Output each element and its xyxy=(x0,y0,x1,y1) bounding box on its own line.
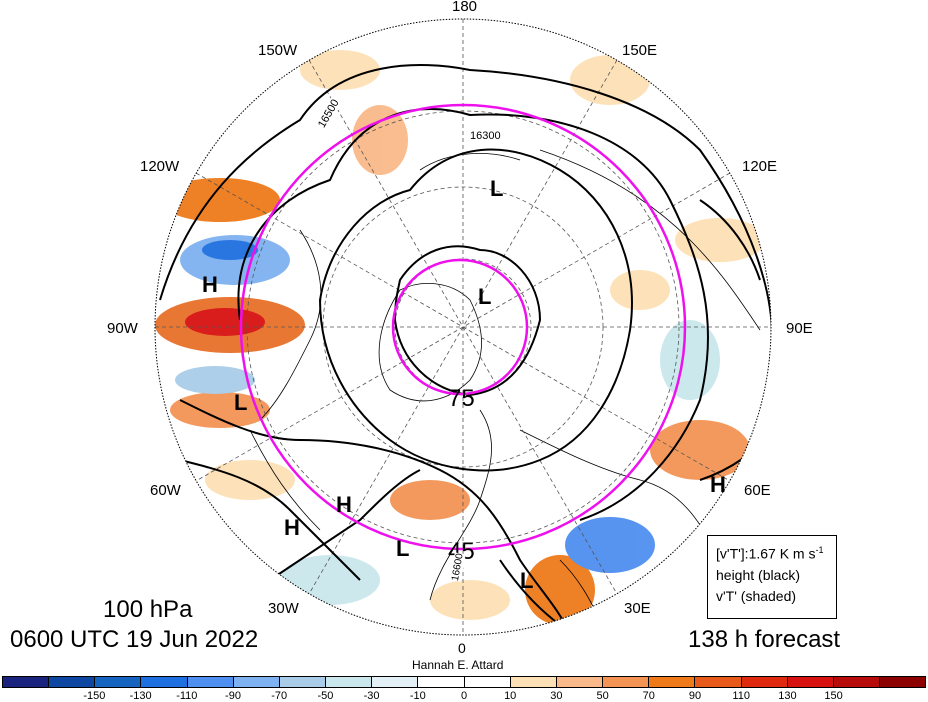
colorbar-swatch xyxy=(741,677,788,687)
colorbar-swatch xyxy=(418,677,465,687)
colorbar-tick-label: 30 xyxy=(550,690,563,702)
graticule xyxy=(155,19,771,635)
valid-time-title: 0600 UTC 19 Jun 2022 xyxy=(10,626,259,653)
ring-45 xyxy=(239,103,687,551)
pressure-level-title: 100 hPa xyxy=(103,596,193,623)
colorbar-swatch xyxy=(326,677,373,687)
colorbar-tick-label: 50 xyxy=(596,690,609,702)
pressure-center-5: H xyxy=(336,492,352,517)
vt-shading xyxy=(155,50,765,625)
lon-label-60w: 60W xyxy=(150,482,181,499)
colorbar-tick-label: -30 xyxy=(363,690,380,702)
height-contours xyxy=(159,64,771,635)
pressure-center-6: L xyxy=(396,536,410,561)
lon-label-120e: 120E xyxy=(742,158,778,175)
colorbar-swatch xyxy=(649,677,696,687)
lon-label-150e: 150E xyxy=(622,42,658,59)
forecast-hour-title: 138 h forecast xyxy=(688,626,841,653)
colorbar-swatch xyxy=(695,677,742,687)
colorbar-tick-label: -50 xyxy=(317,690,334,702)
colorbar-tick-label: -10 xyxy=(409,690,426,702)
colorbar-tick-label: 70 xyxy=(642,690,655,702)
pressure-center-7: L xyxy=(520,568,534,593)
colorbar-swatch xyxy=(233,677,280,687)
colorbar xyxy=(2,676,926,688)
lon-label-30w: 30W xyxy=(268,600,299,617)
lat-label-75: 75 xyxy=(448,385,475,412)
colorbar-swatch xyxy=(279,677,327,687)
colorbar-swatch xyxy=(141,677,188,687)
pressure-center-8: L xyxy=(234,390,248,415)
latitude-rings xyxy=(239,103,687,551)
lon-label-60e: 60E xyxy=(744,482,771,499)
colorbar-tick-label: 110 xyxy=(732,690,750,702)
colorbar-swatch xyxy=(3,677,50,687)
colorbar-swatch xyxy=(833,677,880,687)
lon-label-120w: 120W xyxy=(140,158,180,175)
colorbar-swatch xyxy=(95,677,142,687)
map-border xyxy=(154,18,772,636)
legend-flux: [v'T']:1.67 K m s-1 xyxy=(716,545,824,562)
colorbar-tick-label: 90 xyxy=(688,690,702,702)
pressure-center-3: L xyxy=(478,284,492,309)
colorbar-tick-label: -130 xyxy=(129,690,152,702)
colorbar-swatch xyxy=(556,677,604,687)
lon-label-0: 0 xyxy=(458,640,466,656)
pressure-center-1: L xyxy=(490,176,504,201)
colorbar-swatch xyxy=(510,677,557,687)
colorbar-tick-label: -150 xyxy=(83,690,106,702)
lon-label-150w: 150W xyxy=(258,42,298,59)
colorbar-tick-label: 10 xyxy=(504,690,517,702)
author-credit: Hannah E. Attard xyxy=(412,658,504,672)
colorbar-ticks: -150 -130 -110 -90 -70 -50 -30 -10 0 10 30 50 70 90 11… xyxy=(0,690,928,702)
colorbar-swatch xyxy=(372,677,419,687)
legend-shaded: v'T' (shaded) xyxy=(716,587,797,604)
pressure-center-4: H xyxy=(284,515,300,540)
ring-75 xyxy=(391,258,529,396)
colorbar-tick-label: 0 xyxy=(460,690,468,702)
lon-label-90w: 90W xyxy=(107,320,138,337)
legend-height: height (black) xyxy=(716,566,801,583)
colorbar-swatch xyxy=(603,677,650,687)
lon-label-30e: 30E xyxy=(624,600,651,617)
pressure-center-9: H xyxy=(710,472,726,497)
colorbar-tick-label: 130 xyxy=(778,690,797,702)
contour-label-16300: 16300 xyxy=(470,130,501,142)
colorbar-swatch xyxy=(187,677,234,687)
colorbar-tick-label: 150 xyxy=(824,690,843,702)
pressure-center-0: H xyxy=(202,272,218,297)
lon-label-180: 180 xyxy=(452,0,478,15)
lon-label-90e: 90E xyxy=(786,320,813,337)
colorbar-swatch xyxy=(464,677,511,687)
legend-box: [v'T']:1.67 K m s-1 height (black) v'T' … xyxy=(707,535,837,619)
colorbar-tick-label: -90 xyxy=(225,690,241,702)
colorbar-tick-label: -110 xyxy=(176,690,198,702)
colorbar-swatch xyxy=(879,677,926,687)
colorbar-tick-label: -70 xyxy=(271,690,288,702)
colorbar-swatch xyxy=(787,677,834,687)
colorbar-swatch xyxy=(49,677,96,687)
